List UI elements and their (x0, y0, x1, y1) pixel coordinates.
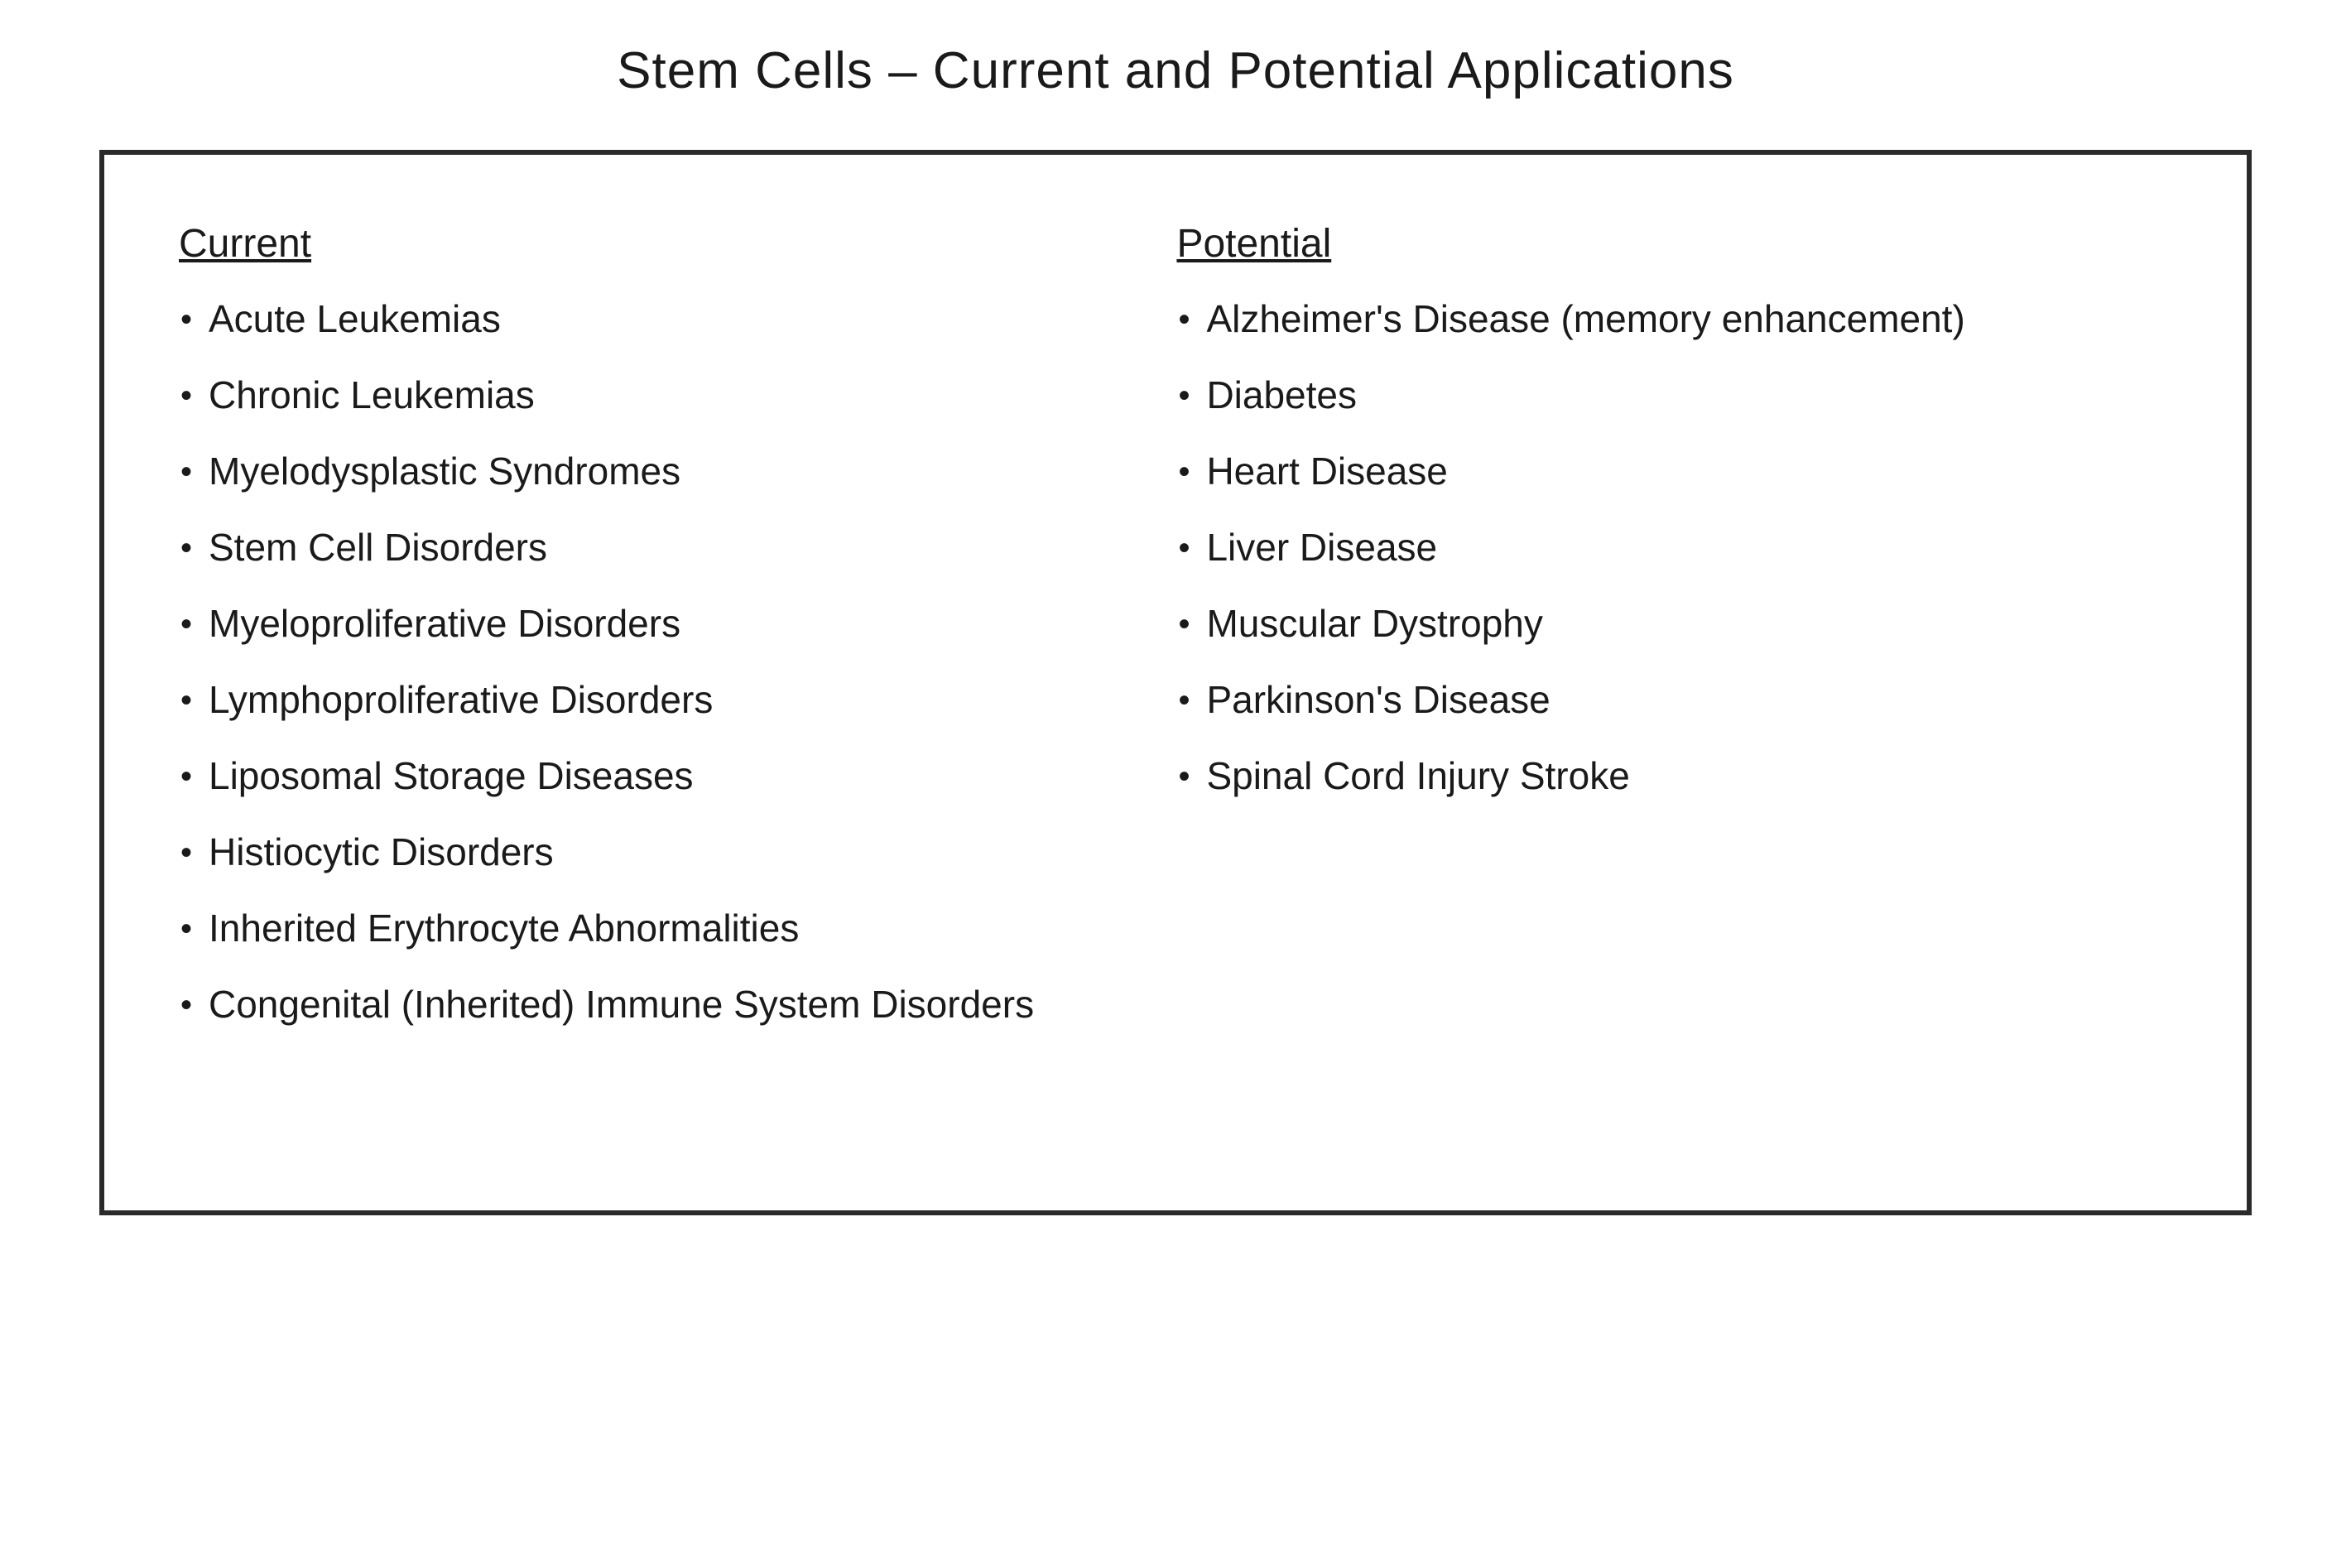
list-item: Spinal Cord Injury Stroke (1176, 757, 2181, 795)
list-item: Chronic Leukemias (179, 376, 1143, 414)
list-item: Congenital (Inherited) Immune System Dis… (179, 985, 1143, 1023)
content-box: Current Acute Leukemias Chronic Leukemia… (99, 150, 2252, 1215)
list-item: Lymphoproliferative Disorders (179, 681, 1143, 719)
list-item: Inherited Erythrocyte Abnormalities (179, 909, 1143, 947)
list-item: Liver Disease (1176, 528, 2181, 566)
list-item: Alzheimer's Disease (memory enhancement) (1176, 300, 2181, 338)
column-header-potential: Potential (1176, 221, 2181, 267)
list-item: Histiocytic Disorders (179, 833, 1143, 871)
list-item: Acute Leukemias (179, 300, 1143, 338)
list-potential: Alzheimer's Disease (memory enhancement)… (1176, 300, 2181, 795)
columns-container: Current Acute Leukemias Chronic Leukemia… (179, 221, 2189, 1061)
list-item: Diabetes (1176, 376, 2181, 414)
page-title: Stem Cells – Current and Potential Appli… (99, 41, 2252, 100)
list-item: Liposomal Storage Diseases (179, 757, 1143, 795)
list-item: Parkinson's Disease (1176, 681, 2181, 719)
list-item: Stem Cell Disorders (179, 528, 1143, 566)
list-item: Muscular Dystrophy (1176, 604, 2181, 642)
column-potential: Potential Alzheimer's Disease (memory en… (1176, 221, 2181, 1061)
column-current: Current Acute Leukemias Chronic Leukemia… (179, 221, 1143, 1061)
list-item: Myelodysplastic Syndromes (179, 452, 1143, 490)
list-item: Myeloproliferative Disorders (179, 604, 1143, 642)
list-current: Acute Leukemias Chronic Leukemias Myelod… (179, 300, 1143, 1023)
column-header-current: Current (179, 221, 1143, 267)
list-item: Heart Disease (1176, 452, 2181, 490)
